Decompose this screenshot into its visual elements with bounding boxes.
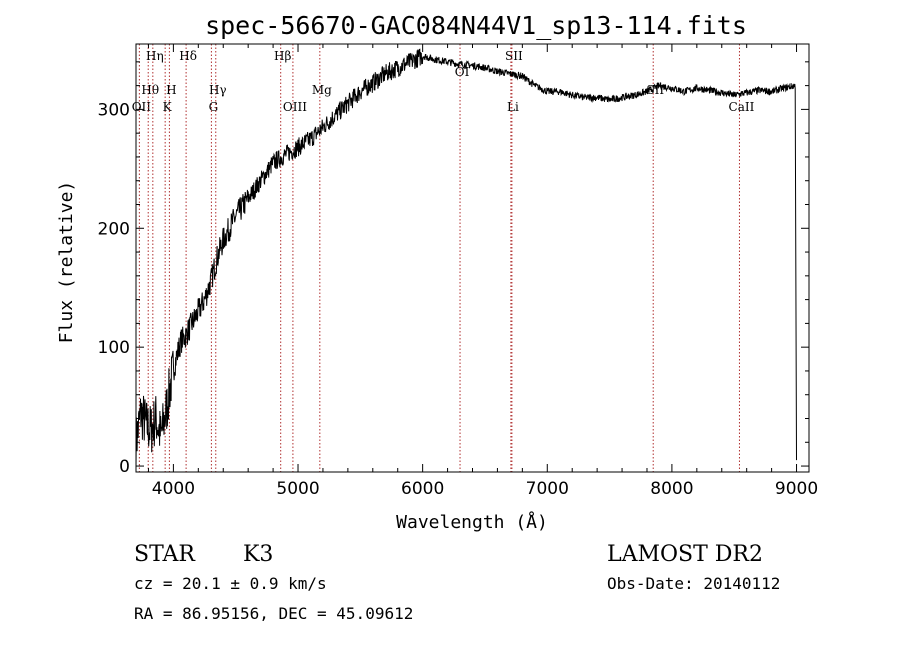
object-subclass: K3 bbox=[243, 542, 273, 567]
x-axis-label: Wavelength (Å) bbox=[396, 511, 548, 533]
y-axis-label: Flux (relative) bbox=[56, 181, 77, 344]
x-tick-label-5: 9000 bbox=[775, 479, 818, 499]
line-label-13: Li bbox=[507, 100, 519, 114]
x-tick-label-0: 4000 bbox=[152, 479, 195, 499]
line-label-8: Hβ bbox=[274, 49, 291, 63]
y-tick-label-1: 100 bbox=[98, 338, 130, 358]
line-label-3: K bbox=[163, 100, 173, 114]
spectrum-series bbox=[135, 48, 797, 470]
chart-title: spec-56670-GAC084N44V1_sp13-114.fits bbox=[205, 11, 747, 40]
line-label-7: Hγ bbox=[209, 83, 227, 97]
x-tick-label-4: 8000 bbox=[650, 479, 693, 499]
survey-name: LAMOST DR2 bbox=[607, 542, 763, 567]
line-label-2: Hη bbox=[146, 49, 164, 63]
line-label-9: OIII bbox=[283, 100, 307, 114]
x-tick-label-2: 6000 bbox=[401, 479, 444, 499]
line-label-6: G bbox=[209, 100, 219, 114]
x-tick-label-3: 7000 bbox=[526, 479, 569, 499]
x-axis-ticks: 4000 5000 6000 7000 8000 9000 bbox=[147, 44, 818, 499]
coordinates: RA = 86.95156, DEC = 45.09612 bbox=[134, 604, 413, 623]
line-label-1: Hθ bbox=[141, 83, 159, 97]
line-label-15: CaII bbox=[729, 100, 755, 114]
observation-date: Obs-Date: 20140112 bbox=[607, 574, 780, 593]
object-class: STAR bbox=[134, 542, 196, 567]
line-label-4: H bbox=[166, 83, 176, 97]
y-tick-label-2: 200 bbox=[98, 219, 130, 239]
y-tick-label-3: 300 bbox=[98, 100, 130, 120]
redshift-cz: cz = 20.1 ± 0.9 km/s bbox=[134, 574, 327, 593]
line-label-11: OI bbox=[455, 65, 470, 79]
x-tick-label-1: 5000 bbox=[276, 479, 319, 499]
y-axis-ticks: 0 100 200 300 bbox=[98, 61, 809, 477]
line-label-0: OII bbox=[132, 100, 152, 114]
plot-frame bbox=[135, 43, 810, 473]
spectrum-line bbox=[135, 48, 797, 470]
line-label-12: SII bbox=[505, 49, 523, 63]
line-label-10: Mg bbox=[312, 83, 332, 97]
line-label-5: Hδ bbox=[179, 49, 197, 63]
y-tick-label-0: 0 bbox=[119, 457, 130, 477]
